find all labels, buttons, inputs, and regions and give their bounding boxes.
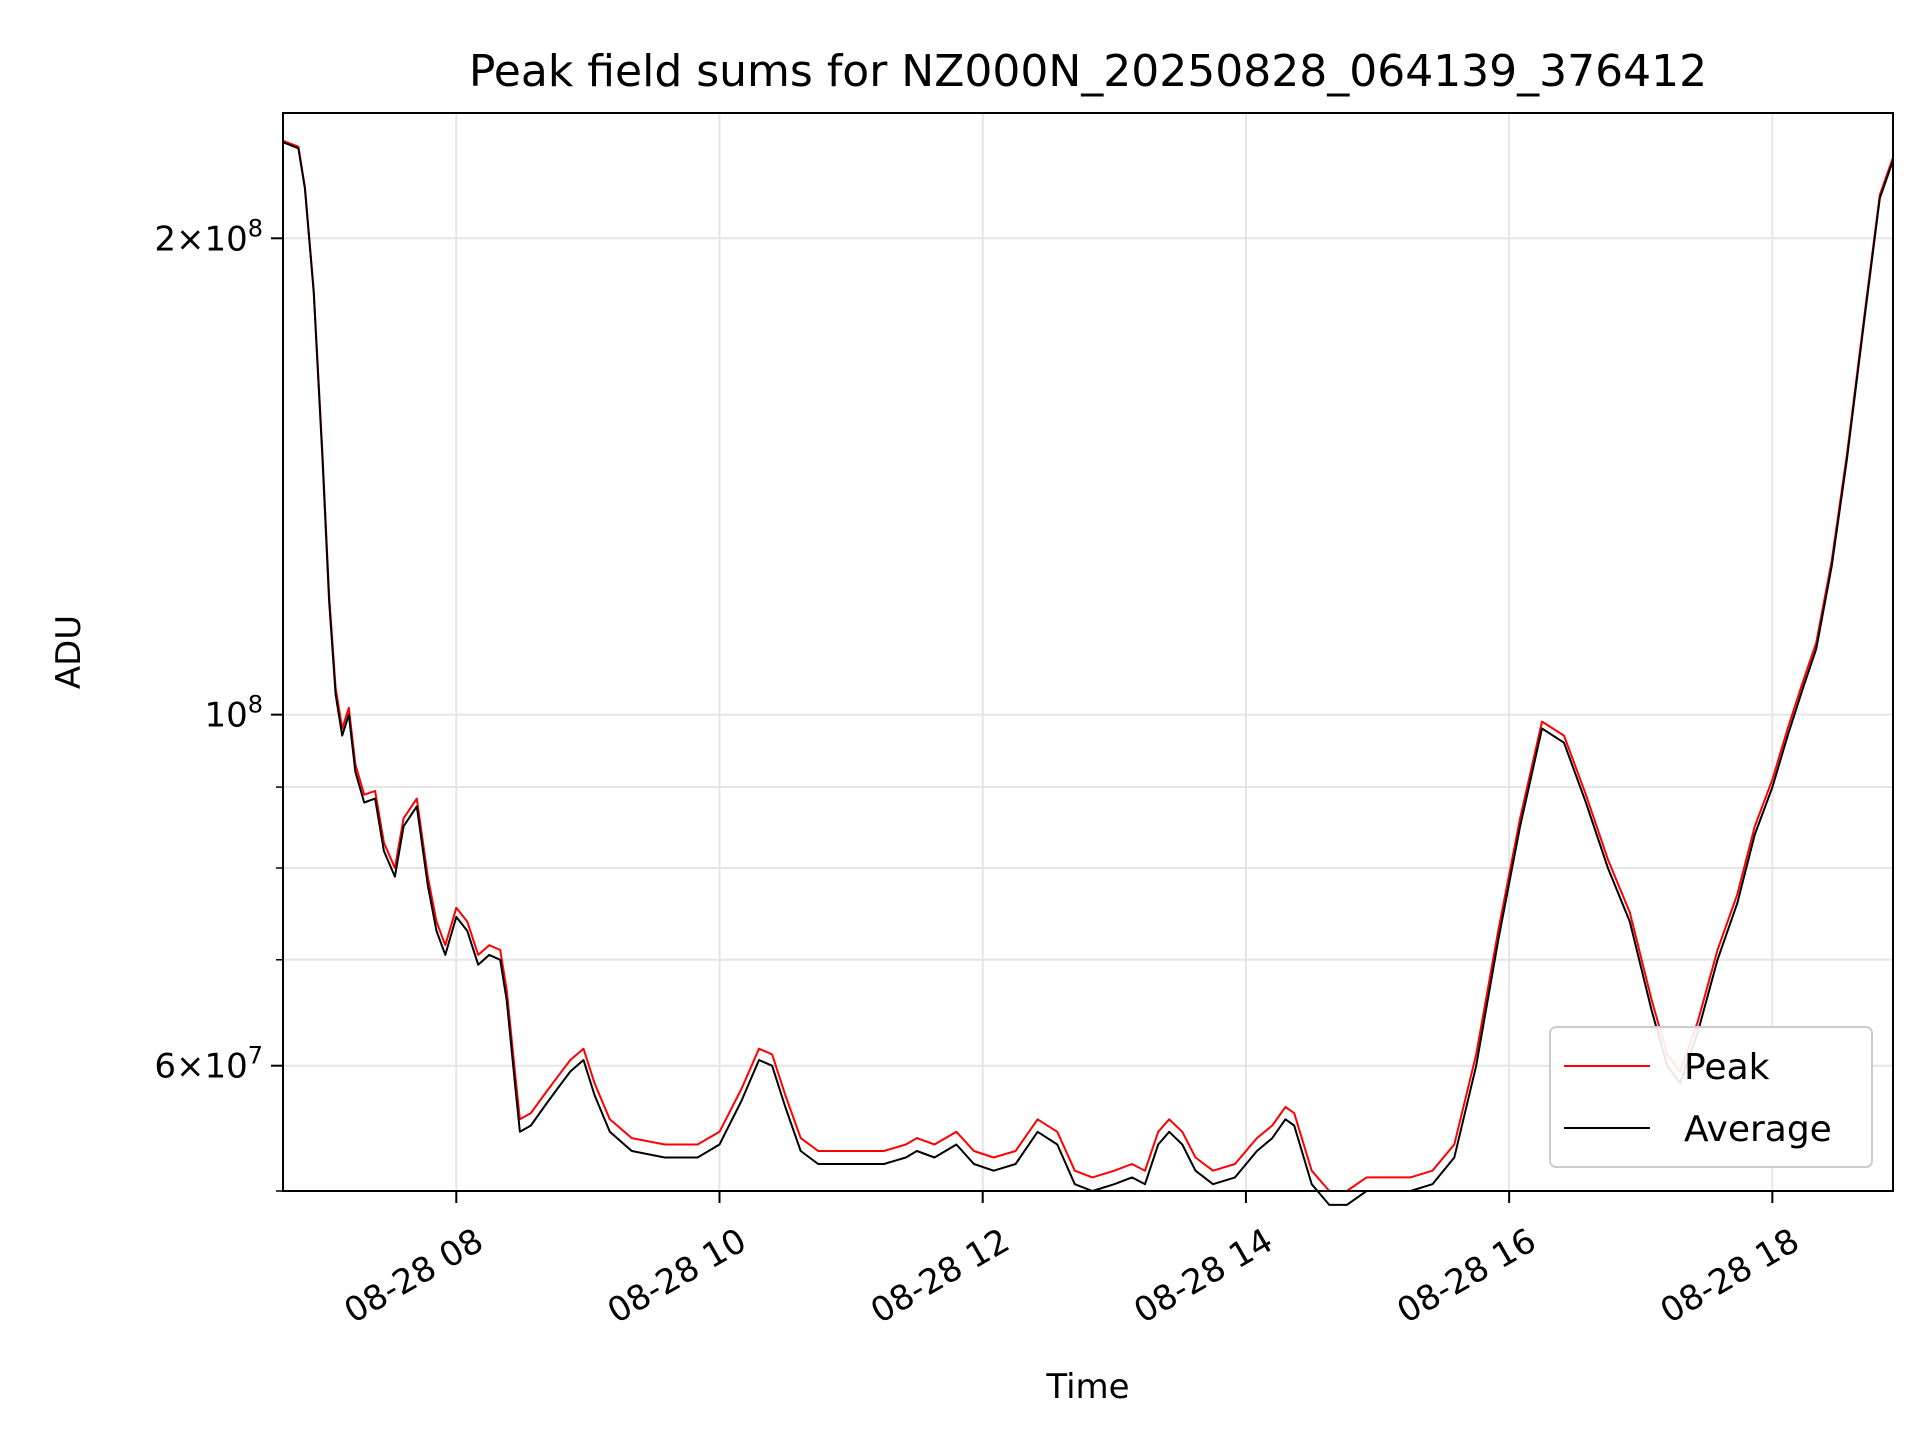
chart-title: Peak field sums for NZ000N_20250828_0641… bbox=[469, 46, 1707, 97]
series-line-average bbox=[282, 141, 1894, 1206]
y-axis-label: ADU bbox=[49, 615, 89, 689]
legend: Peak Average bbox=[1549, 1026, 1873, 1168]
y-tick-label: 2×108 bbox=[154, 214, 263, 259]
series-layer bbox=[282, 139, 1894, 1206]
legend-box bbox=[1549, 1026, 1873, 1168]
legend-label-peak: Peak bbox=[1684, 1047, 1770, 1088]
series-line-peak bbox=[282, 139, 1894, 1192]
plot-frame bbox=[282, 112, 1894, 1192]
y-tick-label: 6×107 bbox=[154, 1042, 263, 1087]
y-tick-label: 108 bbox=[204, 691, 263, 736]
grid-lines bbox=[283, 113, 1893, 1192]
legend-label-average: Average bbox=[1684, 1109, 1832, 1150]
x-axis-label: Time bbox=[1045, 1367, 1129, 1407]
